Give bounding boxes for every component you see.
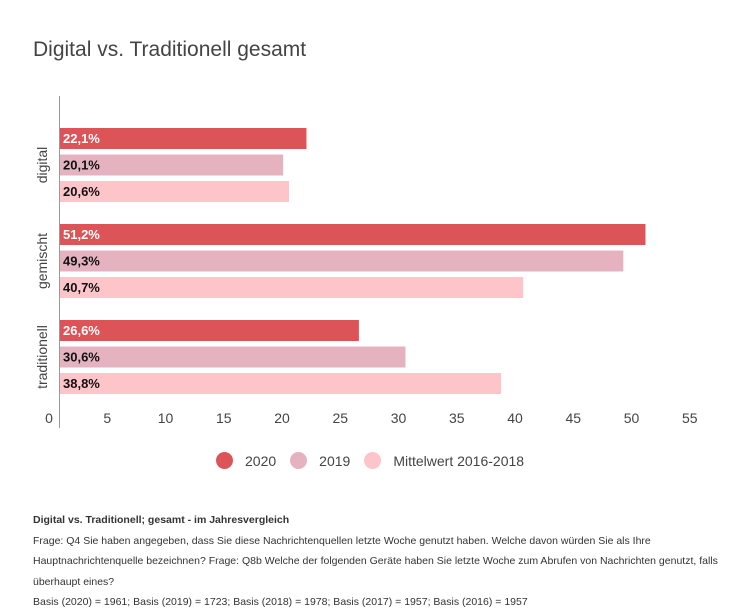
category-label-digital: digital bbox=[34, 147, 50, 184]
x-tick-label: 0 bbox=[45, 410, 53, 426]
bar-traditionell-2020 bbox=[60, 320, 359, 341]
x-tick-label: 35 bbox=[449, 410, 465, 426]
chart-notes: Digital vs. Traditionell; gesamt - im Ja… bbox=[33, 510, 723, 613]
bar-gemischt-2020 bbox=[60, 224, 646, 245]
bar-digital-2019 bbox=[60, 154, 284, 176]
x-tick-label: 5 bbox=[103, 410, 111, 426]
x-tick-label: 15 bbox=[216, 410, 232, 426]
data-label: 26,6% bbox=[63, 323, 100, 338]
legend-item-2019[interactable]: 2019 bbox=[290, 452, 350, 469]
data-label: 40,7% bbox=[63, 280, 100, 295]
legend-marker-2020 bbox=[216, 452, 233, 469]
bar-digital-2020 bbox=[60, 128, 307, 149]
data-label: 49,3% bbox=[63, 254, 100, 269]
chart-title: Digital vs. Traditionell gesamt bbox=[33, 38, 307, 61]
bar-chart: 22,1% 20,1% 20,6% 51,2% 49,3% 40,7% 26,6% 30,6%… bbox=[34, 96, 698, 428]
category-label-gemischt: gemischt bbox=[34, 233, 50, 289]
data-label: 20,1% bbox=[63, 158, 100, 173]
x-tick-label: 10 bbox=[158, 410, 174, 426]
data-label: 20,6% bbox=[63, 184, 100, 199]
legend-label-2019: 2019 bbox=[319, 452, 351, 469]
legend-label-2020: 2020 bbox=[245, 452, 277, 469]
notes-question: Frage: Q4 Sie haben angegeben, dass Sie … bbox=[33, 534, 718, 588]
legend-item-mittelwert[interactable]: Mittelwert 2016-2018 bbox=[364, 452, 524, 469]
legend-marker-2019 bbox=[290, 452, 308, 469]
data-label: 38,8% bbox=[63, 376, 100, 391]
x-tick-label: 45 bbox=[565, 410, 581, 426]
bar-traditionell-mittelwert bbox=[60, 373, 502, 394]
data-label: 51,2% bbox=[63, 227, 100, 242]
category-label-traditionell: traditionell bbox=[34, 325, 50, 389]
notes-heading: Digital vs. Traditionell; gesamt - im Ja… bbox=[33, 514, 290, 526]
bar-gemischt-mittelwert bbox=[60, 277, 524, 298]
x-tick-label: 40 bbox=[507, 410, 523, 426]
bar-traditionell-2019 bbox=[60, 346, 406, 368]
bar-digital-mittelwert bbox=[60, 181, 289, 202]
legend: 2020 2019 Mittelwert 2016-2018 bbox=[216, 452, 538, 469]
data-label: 30,6% bbox=[63, 350, 100, 365]
x-tick-label: 50 bbox=[624, 410, 640, 426]
legend-label-mittelwert: Mittelwert 2016-2018 bbox=[393, 452, 525, 469]
x-tick-label: 20 bbox=[274, 410, 290, 426]
x-tick-label: 55 bbox=[682, 410, 698, 426]
legend-item-2020[interactable]: 2020 bbox=[216, 452, 276, 469]
bar-gemischt-2019 bbox=[60, 250, 624, 272]
x-tick-label: 25 bbox=[332, 410, 348, 426]
legend-marker-mittelwert bbox=[364, 452, 382, 469]
data-label: 22,1% bbox=[63, 131, 100, 146]
x-tick-label: 30 bbox=[391, 410, 407, 426]
notes-basis: Basis (2020) = 1961; Basis (2019) = 1723… bbox=[33, 596, 528, 608]
